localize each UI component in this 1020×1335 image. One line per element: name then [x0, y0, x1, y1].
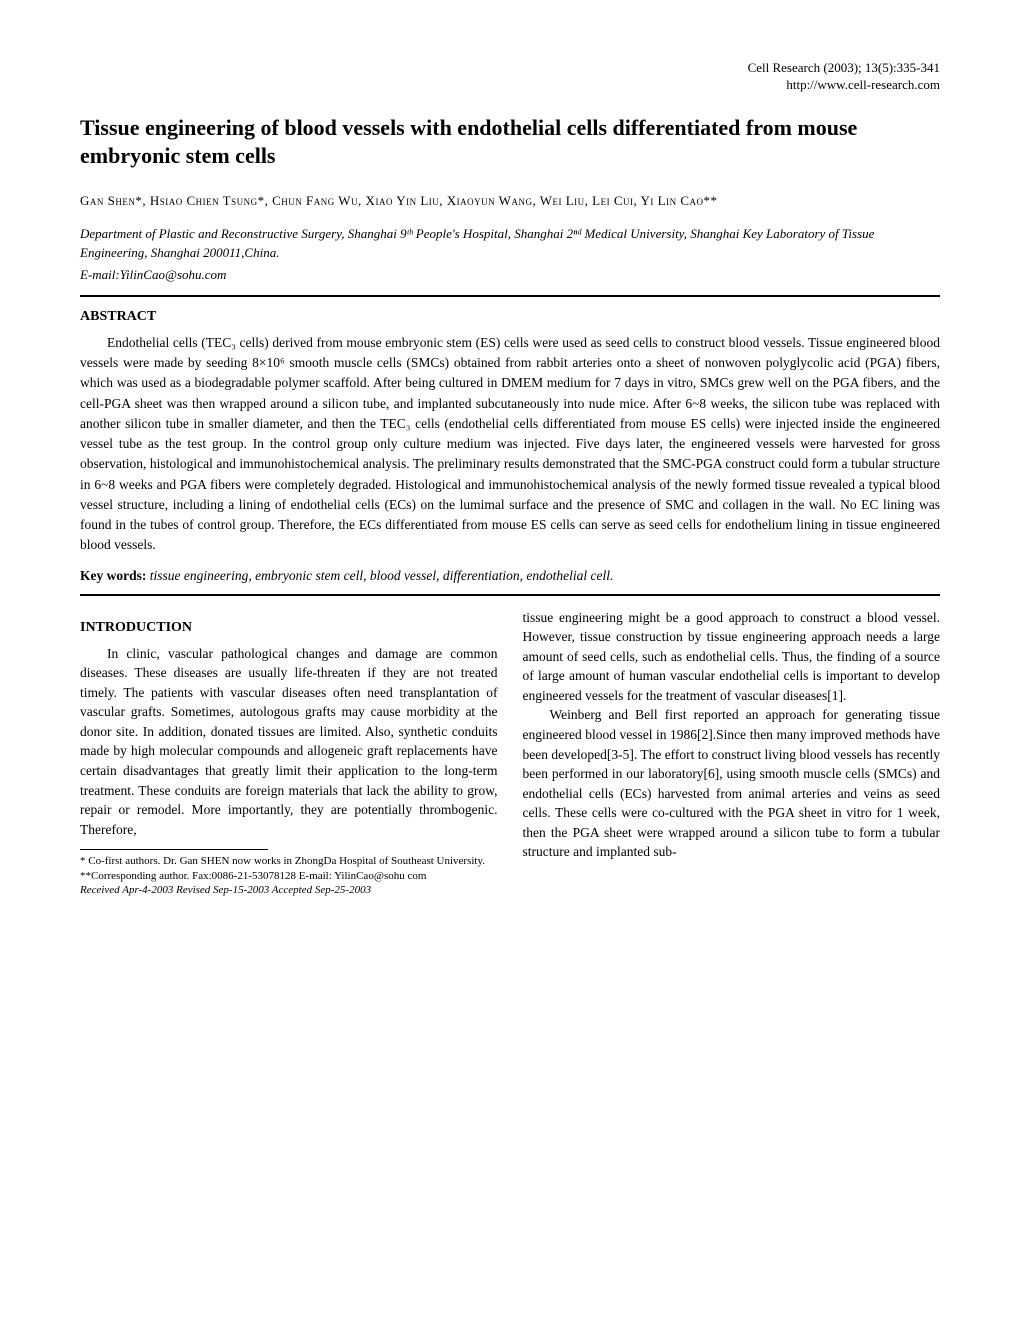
- divider-bottom: [80, 594, 940, 596]
- email-text: E-mail:YilinCao@sohu.com: [80, 267, 940, 283]
- introduction-left: In clinic, vascular pathological changes…: [80, 644, 498, 840]
- journal-header: Cell Research (2003); 13(5):335-341 http…: [80, 60, 940, 94]
- keywords-text: tissue engineering, embryonic stem cell,…: [146, 568, 613, 583]
- abstract-heading: ABSTRACT: [80, 309, 940, 325]
- left-column: INTRODUCTION In clinic, vascular patholo…: [80, 608, 498, 898]
- introduction-heading: INTRODUCTION: [80, 620, 498, 636]
- abstract-body: Endothelial cells (TEC₃ cells) derived f…: [80, 333, 940, 556]
- introduction-right-1: tissue engineering might be a good appro…: [523, 608, 941, 706]
- footnote-2: **Corresponding author. Fax:0086-21-5307…: [80, 869, 498, 883]
- keywords-label: Key words:: [80, 568, 146, 583]
- footnote-divider: [80, 849, 268, 850]
- journal-url: http://www.cell-research.com: [80, 77, 940, 94]
- citation-text: Cell Research (2003); 13(5):335-341: [80, 60, 940, 77]
- body-columns: INTRODUCTION In clinic, vascular patholo…: [80, 608, 940, 898]
- right-column: tissue engineering might be a good appro…: [523, 608, 941, 898]
- footnote-3: Received Apr-4-2003 Revised Sep-15-2003 …: [80, 883, 498, 897]
- affiliation-text: Department of Plastic and Reconstructive…: [80, 225, 940, 261]
- keywords-line: Key words: tissue engineering, embryonic…: [80, 568, 940, 584]
- footnote-1: * Co-first authors. Dr. Gan SHEN now wor…: [80, 854, 498, 868]
- divider-top: [80, 295, 940, 297]
- introduction-right-2: Weinberg and Bell first reported an appr…: [523, 705, 941, 862]
- article-title: Tissue engineering of blood vessels with…: [80, 114, 940, 171]
- author-list: Gan Shen*, Hsiao Chien Tsung*, Chun Fang…: [80, 191, 940, 211]
